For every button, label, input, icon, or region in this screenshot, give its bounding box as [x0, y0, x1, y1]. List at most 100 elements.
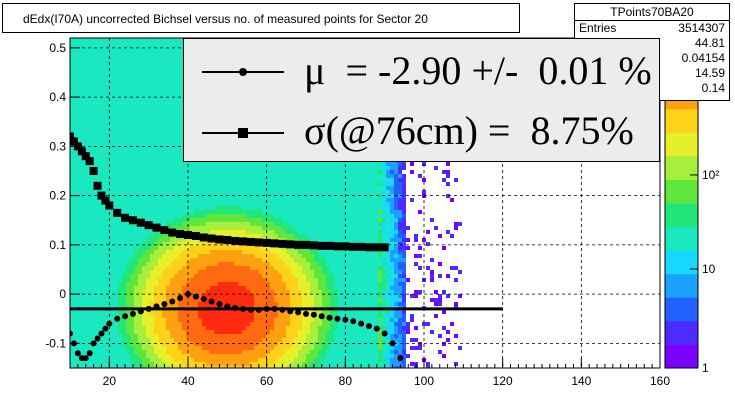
heat-cell: [78, 102, 82, 106]
heat-cell: [294, 290, 298, 294]
heat-cell: [146, 178, 150, 182]
heat-cell: [182, 270, 186, 274]
heat-cell: [182, 190, 186, 194]
heat-cell: [114, 286, 118, 290]
heat-cell: [238, 230, 242, 234]
heat-cell: [246, 194, 250, 198]
heat-cell: [150, 106, 154, 110]
heat-cell: [234, 262, 238, 266]
heat-cell: [258, 290, 262, 294]
heat-cell: [210, 286, 214, 290]
heat-cell: [154, 82, 158, 86]
heat-cell: [106, 178, 110, 182]
heat-cell: [90, 42, 94, 46]
heat-cell: [290, 366, 294, 368]
heat-cell: [258, 346, 262, 350]
heat-cell: [110, 38, 114, 42]
heat-cell: [154, 214, 158, 218]
heat-cell: [130, 346, 134, 350]
heat-cell: [226, 162, 230, 166]
heat-cell: [170, 326, 174, 330]
heat-cell: [202, 338, 206, 342]
heat-cell: [282, 350, 286, 354]
heat-cell: [294, 214, 298, 218]
heat-cell: [126, 126, 130, 130]
heat-cell: [222, 258, 226, 262]
heat-cell: [178, 322, 182, 326]
heat-cell: [166, 282, 170, 286]
heat-cell: [290, 314, 294, 318]
heat-cell: [178, 274, 182, 278]
heat-cell: [150, 174, 154, 178]
heat-cell: [174, 82, 178, 86]
heat-cell: [158, 106, 162, 110]
heat-cell: [70, 230, 74, 234]
heat-cell: [146, 134, 150, 138]
heat-cell: [302, 182, 306, 186]
heat-cell: [102, 366, 106, 368]
heat-cell: [178, 318, 182, 322]
heat-cell: [238, 266, 242, 270]
heat-cell: [150, 54, 154, 58]
heat-cell: [302, 190, 306, 194]
heat-cell: [294, 206, 298, 210]
heat-cell: [102, 110, 106, 114]
heat-cell: [118, 326, 122, 330]
heat-cell: [258, 270, 262, 274]
heat-cell: [226, 190, 230, 194]
heat-cell: [238, 226, 242, 230]
heat-cell: [78, 182, 82, 186]
heat-cell: [154, 282, 158, 286]
heat-cell: [294, 222, 298, 226]
heat-cell: [118, 314, 122, 318]
heat-cell: [274, 282, 278, 286]
heat-cell: [246, 302, 250, 306]
heat-cell: [134, 358, 138, 362]
heat-cell: [130, 270, 134, 274]
heat-cell: [242, 210, 246, 214]
heat-cell: [142, 190, 146, 194]
heat-cell: [266, 262, 270, 266]
heat-cell: [202, 342, 206, 346]
heat-cell: [202, 230, 206, 234]
heat-cell: [198, 298, 202, 302]
heat-cell: [286, 354, 290, 358]
heat-cell: [110, 330, 114, 334]
heat-cell: [242, 362, 246, 366]
heat-cell: [270, 274, 274, 278]
heat-cell: [294, 210, 298, 214]
heat-cell: [94, 134, 98, 138]
heat-cell: [262, 214, 266, 218]
heat-cell: [158, 254, 162, 258]
heat-cell: [126, 170, 130, 174]
heat-cell: [70, 186, 74, 190]
heat-cell: [238, 206, 242, 210]
heat-cell: [158, 42, 162, 46]
heat-cell: [110, 270, 114, 274]
heat-cell: [78, 222, 82, 226]
heat-cell: [154, 334, 158, 338]
heat-cell: [114, 146, 118, 150]
heat-cell: [170, 274, 174, 278]
heat-cell: [182, 210, 186, 214]
heat-cell: [98, 66, 102, 70]
heat-cell: [110, 138, 114, 142]
heat-cell: [218, 258, 222, 262]
heat-cell: [218, 338, 222, 342]
heat-cell: [282, 210, 286, 214]
heat-cell: [274, 310, 278, 314]
heat-cell: [174, 98, 178, 102]
heat-cell: [174, 254, 178, 258]
heat-cell: [174, 190, 178, 194]
heat-cell: [170, 342, 174, 346]
heat-cell: [134, 314, 138, 318]
heat-cell: [174, 298, 178, 302]
heat-cell: [138, 42, 142, 46]
heat-cell: [198, 270, 202, 274]
heat-cell: [174, 110, 178, 114]
heat-cell: [86, 202, 90, 206]
heat-cell: [198, 178, 202, 182]
heat-cell: [154, 286, 158, 290]
heat-cell: [210, 318, 214, 322]
heat-cell: [122, 210, 126, 214]
